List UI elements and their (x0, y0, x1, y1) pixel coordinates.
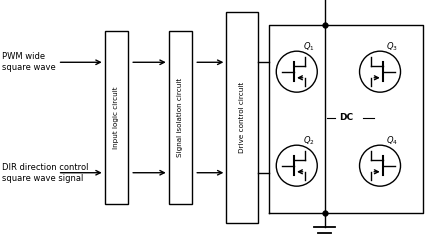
Text: $Q_1$: $Q_1$ (302, 41, 314, 53)
Text: $Q_2$: $Q_2$ (302, 135, 314, 147)
Bar (168, 31, 192, 204)
Text: PWM wide
square wave: PWM wide square wave (2, 52, 56, 72)
Text: $Q_4$: $Q_4$ (385, 135, 397, 147)
Text: Drive control circuit: Drive control circuit (239, 82, 245, 153)
Text: DC: DC (339, 113, 353, 122)
Text: DIR direction control
square wave signal: DIR direction control square wave signal (2, 163, 89, 183)
Bar (226, 12, 258, 223)
Text: $Q_3$: $Q_3$ (385, 41, 397, 53)
Text: Signal isolation circuit: Signal isolation circuit (177, 78, 183, 157)
Text: Input logic circuit: Input logic circuit (113, 86, 119, 149)
Bar (104, 31, 128, 204)
